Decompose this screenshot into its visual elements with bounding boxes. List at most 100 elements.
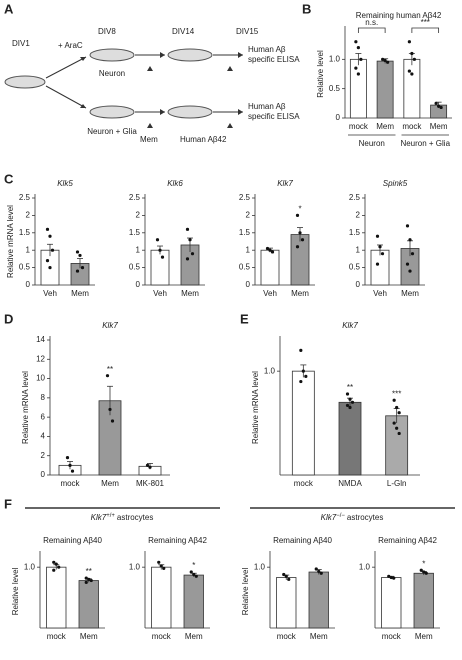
data-point <box>314 567 318 571</box>
data-point <box>84 576 88 580</box>
x-tick-label: Veh <box>263 289 277 298</box>
y-axis-label: Relative mRNA level <box>251 371 260 444</box>
panel-label: E <box>240 311 249 326</box>
group-header: Klk7+/+ astrocytes <box>91 513 154 523</box>
y-tick-label: 2 <box>246 211 251 220</box>
dish <box>89 105 135 119</box>
data-point <box>190 252 195 256</box>
bar <box>150 249 170 286</box>
data-point <box>386 60 390 64</box>
data-point <box>185 257 190 261</box>
y-tick-label: 0 <box>246 280 251 289</box>
y-axis-label: Relative mRNA level <box>21 371 30 444</box>
data-point <box>48 266 52 270</box>
chart-title: Remaining Aβ40 <box>43 536 102 545</box>
y-tick-label: 1.0 <box>129 562 141 571</box>
data-point <box>48 234 52 238</box>
data-point <box>52 560 56 564</box>
x-tick-label: Veh <box>43 289 57 298</box>
panel-label: F <box>4 496 12 511</box>
data-point <box>405 224 410 228</box>
y-tick-label: 0.5 <box>329 84 341 93</box>
data-point <box>410 72 414 76</box>
data-point <box>437 104 441 108</box>
y-axis-label: Relative level <box>316 50 325 98</box>
data-point <box>87 577 91 581</box>
y-tick-label: 2.5 <box>239 193 251 202</box>
data-point <box>356 72 360 76</box>
data-point <box>157 560 161 564</box>
stage: DIV1 <box>12 39 30 48</box>
data-point <box>108 407 112 412</box>
x-tick-label: MK-801 <box>136 479 165 488</box>
bracket-label: *** <box>421 18 430 27</box>
x-tick-label: Mem <box>181 289 199 298</box>
data-point <box>105 374 110 378</box>
data-point <box>158 248 162 252</box>
gene: Klk7 <box>91 513 107 522</box>
data-point <box>381 57 385 61</box>
cell-type: astrocytes <box>117 513 153 522</box>
data-point <box>65 456 70 460</box>
x-tick-label: Mem <box>291 289 309 298</box>
y-tick-label: 1.0 <box>254 562 266 571</box>
x-tick-label: mock <box>382 632 402 641</box>
y-tick-label: 0 <box>136 280 141 289</box>
bar <box>290 234 310 286</box>
data-point <box>299 348 303 352</box>
bracket-label: n.s. <box>365 18 378 27</box>
arrow-head <box>80 52 243 115</box>
data-point <box>45 227 50 231</box>
y-tick-label: 0 <box>356 280 361 289</box>
bar <box>381 577 402 629</box>
bar <box>78 580 99 629</box>
y-tick-label: 0.5 <box>349 263 361 272</box>
data-point <box>78 253 82 258</box>
bar <box>260 249 280 286</box>
y-tick-label: 1 <box>246 245 251 254</box>
chart-title: Remaining Aβ42 <box>148 536 207 545</box>
x-tick-label: NMDA <box>338 479 362 488</box>
significance: * <box>192 561 195 570</box>
x-tick-label: mock <box>402 122 422 131</box>
chart-title: Remaining human Aβ42 <box>356 11 442 20</box>
culture: Neuron <box>99 69 125 78</box>
data-point <box>350 400 355 404</box>
x-tick-label: Mem <box>415 632 433 641</box>
data-point <box>295 213 300 217</box>
data-point <box>407 69 411 73</box>
data-point <box>345 403 350 408</box>
data-point <box>319 571 323 575</box>
data-point <box>354 66 358 70</box>
bar <box>403 58 421 119</box>
y-tick-label: 0 <box>41 470 46 479</box>
x-tick-label: Mem <box>71 289 89 298</box>
x-tick-label: Veh <box>153 289 167 298</box>
y-tick-label: 14 <box>36 335 45 344</box>
panel-label: A <box>4 1 14 16</box>
y-tick-label: 0.5 <box>239 263 251 272</box>
bar <box>276 577 297 629</box>
data-point <box>392 398 396 402</box>
data-point <box>408 238 412 242</box>
y-tick-label: 2 <box>41 451 46 460</box>
data-point <box>410 252 415 256</box>
data-point <box>282 572 286 577</box>
data-point <box>392 576 396 580</box>
data-point <box>412 57 416 61</box>
bar <box>338 401 362 476</box>
bracket <box>411 27 440 33</box>
treatment: + AraC <box>58 41 83 50</box>
chart-title: Klk6 <box>167 179 183 188</box>
data-point <box>387 574 391 578</box>
data-point <box>304 374 308 378</box>
data-point <box>408 269 412 273</box>
diagram: DIV1 DIV8 DIV14 DIV15 + AraC Neuron Neur… <box>4 27 300 144</box>
y-tick-label: 2 <box>136 211 141 220</box>
data-point <box>424 571 428 575</box>
data-point <box>194 574 198 578</box>
significance: ** <box>107 365 113 374</box>
x-tick-label: mock <box>152 632 172 641</box>
y-tick-label: 4 <box>41 432 46 441</box>
data-point <box>300 238 305 242</box>
